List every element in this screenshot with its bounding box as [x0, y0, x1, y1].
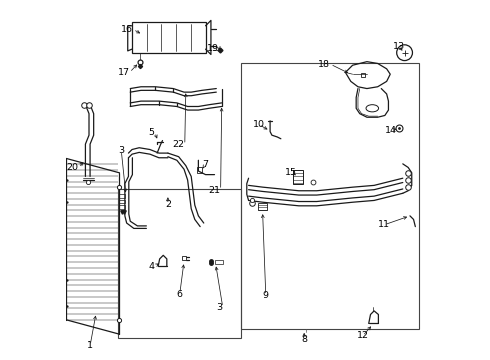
Text: 15: 15 — [285, 168, 297, 177]
Text: 19: 19 — [207, 44, 219, 53]
Bar — [132, 22, 205, 53]
Text: 2: 2 — [165, 200, 171, 209]
Text: 3: 3 — [118, 146, 124, 155]
Text: 22: 22 — [173, 140, 185, 149]
Text: 8: 8 — [301, 335, 307, 344]
Bar — [242, 63, 419, 329]
Bar — [120, 205, 125, 209]
Bar — [118, 189, 242, 338]
Bar — [215, 260, 223, 264]
Text: 9: 9 — [263, 291, 269, 300]
Text: 5: 5 — [148, 128, 155, 137]
Text: 12: 12 — [357, 332, 368, 341]
Text: 14: 14 — [385, 126, 397, 135]
Bar — [258, 203, 267, 211]
Ellipse shape — [366, 105, 379, 112]
Text: 3: 3 — [217, 303, 223, 312]
Text: 10: 10 — [253, 120, 265, 129]
Bar — [196, 167, 202, 173]
Bar — [120, 200, 125, 203]
Text: 4: 4 — [148, 262, 155, 271]
Text: 18: 18 — [318, 60, 330, 69]
Bar — [120, 194, 125, 198]
Text: 16: 16 — [121, 25, 133, 34]
Bar — [294, 170, 303, 184]
Text: 21: 21 — [209, 185, 221, 194]
Text: 7: 7 — [202, 161, 208, 170]
Text: 6: 6 — [177, 289, 183, 298]
Text: 13: 13 — [392, 42, 405, 51]
Text: 17: 17 — [118, 68, 129, 77]
Text: 1: 1 — [87, 341, 93, 350]
Text: 20: 20 — [66, 163, 78, 172]
Text: 11: 11 — [378, 220, 390, 229]
